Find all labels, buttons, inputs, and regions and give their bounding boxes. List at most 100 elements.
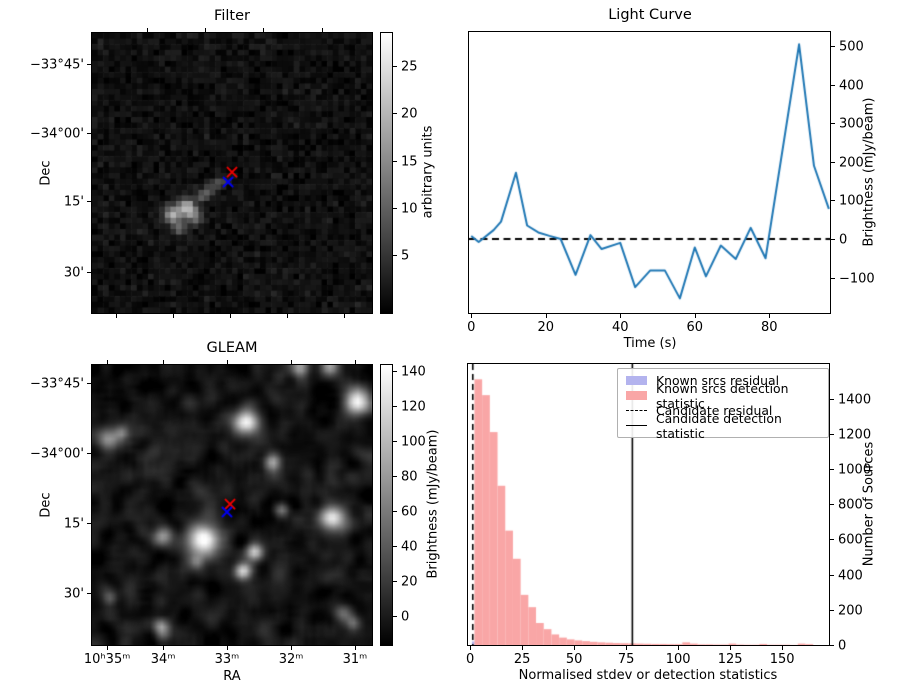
tick-mark [471,314,473,318]
tick-label: 5 [401,248,410,264]
tick-label: −34°00' [29,446,84,462]
histogram-ylabel: Number of Sources [861,441,877,567]
tick-mark [393,255,397,257]
tick-mark [830,433,834,435]
tick-label: 100 [839,193,864,209]
tick-mark [87,592,91,594]
tick-mark [545,314,547,318]
tick-mark [830,574,834,576]
tick-label: 25 [401,59,418,75]
tick-mark [831,200,835,202]
tick-mark [230,314,232,318]
tick-mark [107,360,109,364]
legend-label: Known srcs detection statistic [656,380,789,411]
tick-label: 10ʰ35ᵐ [83,652,131,667]
tick-mark [354,360,356,364]
tick-mark [831,84,835,86]
tick-label: 32ᵐ [278,652,304,667]
gleam-image [92,365,372,645]
tick-label: 1000 [838,462,872,478]
tick-label: 300 [839,116,864,132]
tick-mark [830,469,834,471]
tick-mark [205,28,207,32]
candidate-detection-line-swatch [626,425,647,426]
tick-label: 80 [760,320,778,335]
candidate-residual-line-swatch [626,410,647,411]
tick-mark [321,28,323,32]
tick-label: 400 [839,78,864,94]
tick-mark [87,132,91,134]
tick-mark [263,28,265,32]
tick-label: −33°45' [29,57,84,73]
tick-mark [830,609,834,611]
tick-mark [393,113,397,115]
tick-label: 40 [401,539,418,555]
tick-label: 40 [611,320,629,335]
light-curve-xlabel: Time (s) [623,336,677,351]
tick-mark [626,646,628,650]
tick-mark [620,314,622,318]
tick-label: 31ᵐ [342,652,368,667]
tick-mark [678,646,680,650]
tick-label: 15' [63,194,84,210]
tick-label: 500 [839,39,864,55]
tick-mark [87,64,91,66]
tick-mark [393,546,397,547]
tick-label: 600 [838,532,863,548]
tick-label: 25 [513,652,531,667]
tick-label: 34ᵐ [150,652,176,667]
tick-label: 800 [838,497,863,513]
tick-mark [172,314,174,318]
legend-label: Known srcs residual [656,373,780,388]
tick-mark [730,646,732,650]
gleam-panel-title: GLEAM [206,340,258,356]
tick-mark [286,314,288,318]
light-curve-plot [469,32,830,313]
tick-mark [87,522,91,524]
gleam-ylabel: Dec [38,492,54,518]
tick-mark [393,207,397,209]
tick-label: 20 [401,574,418,590]
tick-label: 100 [665,652,691,667]
tick-mark [830,645,834,646]
tick-label: 0 [839,232,848,248]
tick-mark [87,452,91,454]
tick-label: 10 [401,201,418,217]
tick-label: 1200 [838,427,872,443]
light-curve-panel-title: Light Curve [608,7,692,23]
legend-item: Known srcs residual [626,373,820,388]
tick-mark [226,646,228,650]
tick-mark [163,646,165,650]
tick-mark [831,238,835,240]
tick-label: 15' [63,516,84,532]
tick-mark [393,66,397,68]
tick-label: 100 [401,434,426,450]
tick-mark [163,360,165,364]
legend-item: Known srcs detection statistic [626,381,820,411]
tick-mark [146,28,148,32]
tick-label: 1400 [838,392,872,408]
tick-mark [107,646,109,650]
histogram-legend: Known srcs residual Known srcs detection… [617,368,829,441]
tick-label: 0 [401,609,410,625]
tick-label: 15 [401,154,418,170]
tick-label: 0 [467,320,476,335]
tick-mark [830,504,834,506]
tick-label: 140 [401,364,426,380]
tick-label: 400 [838,568,863,584]
tick-label: 50 [565,652,583,667]
tick-label: 30' [63,586,84,602]
legend-label: Candidate residual [656,403,773,418]
tick-mark [393,476,397,477]
tick-label: 200 [839,155,864,171]
tick-label: −33°45' [29,376,84,392]
filter-image [92,33,372,313]
tick-mark [522,646,524,650]
tick-mark [782,646,784,650]
legend-item: Candidate detection statistic [626,411,820,441]
tick-mark [769,314,771,318]
gleam-xlabel: RA [223,669,241,684]
filter-panel-title: Filter [214,8,250,24]
tick-mark [393,160,397,162]
